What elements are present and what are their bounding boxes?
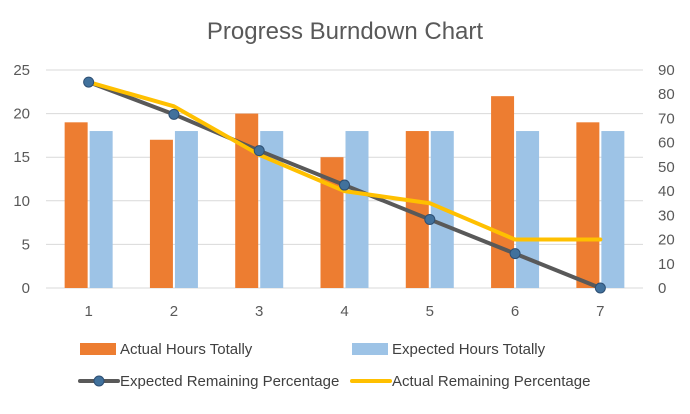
bar-actual-hours [64, 122, 88, 288]
bar-actual-hours [235, 113, 259, 288]
y-left-tick-label: 5 [22, 236, 30, 253]
legend-swatch [352, 343, 388, 355]
x-tick-label: 6 [511, 303, 519, 320]
legend-entry: Expected Remaining Percentage [78, 373, 339, 390]
bar-actual-hours [405, 131, 429, 288]
y-right-tick-label: 90 [658, 62, 675, 79]
legend-entry: Actual Hours Totally [80, 341, 253, 358]
legend-entry: Actual Remaining Percentage [350, 373, 590, 390]
y-right-tick-label: 0 [658, 280, 666, 297]
x-tick-label: 5 [426, 303, 434, 320]
y-left-tick-label: 0 [22, 280, 30, 297]
bar-expected-hours [601, 131, 625, 288]
x-tick-label: 1 [84, 303, 92, 320]
bar-expected-hours [345, 131, 369, 288]
marker-expected-remaining [253, 145, 265, 157]
y-left-tick-label: 25 [13, 62, 30, 79]
marker-expected-remaining [594, 282, 606, 294]
gridlines [46, 69, 643, 289]
x-tick-label: 3 [255, 303, 263, 320]
marker-expected-remaining [424, 213, 436, 225]
y-left-tick-label: 10 [13, 193, 30, 210]
x-tick-label: 4 [340, 303, 348, 320]
legend-label: Expected Remaining Percentage [120, 373, 339, 390]
legend-entry: Expected Hours Totally [352, 341, 546, 358]
y-right-tick-label: 20 [658, 232, 675, 249]
legend-label: Actual Hours Totally [120, 341, 253, 358]
bar-actual-hours [491, 96, 515, 288]
bar-expected-hours [516, 131, 540, 288]
x-tick-label: 2 [170, 303, 178, 320]
marker-expected-remaining [339, 179, 350, 191]
bar-expected-hours [260, 131, 284, 288]
y-left-tick-label: 15 [13, 149, 30, 166]
chart-title: Progress Burndown Chart [207, 18, 483, 45]
legend-swatch [80, 343, 116, 355]
y-right-tick-label: 10 [658, 256, 675, 273]
y-left-tick-label: 20 [13, 106, 30, 123]
axes: 0 5 10 15 20 25 0 10 20 30 40 50 60 70 80 90 1 2 3 4 5 6 7 [13, 62, 674, 320]
y-right-tick-label: 70 [658, 110, 675, 127]
line-series [83, 76, 606, 294]
y-right-tick-label: 60 [658, 135, 675, 152]
legend: Actual Hours Totally Expected Hours Total… [78, 341, 590, 390]
legend-label: Actual Remaining Percentage [392, 373, 590, 390]
bar-expected-hours [174, 131, 198, 288]
y-right-tick-label: 80 [658, 86, 675, 103]
legend-marker [93, 375, 105, 387]
bar-actual-hours [149, 139, 173, 288]
bar-expected-hours [89, 131, 113, 288]
marker-expected-remaining [83, 76, 95, 88]
marker-expected-remaining [168, 108, 180, 120]
y-right-tick-label: 30 [658, 207, 675, 224]
marker-expected-remaining [509, 248, 521, 260]
bar-actual-hours [576, 122, 600, 288]
y-right-tick-label: 40 [658, 183, 675, 200]
legend-label: Expected Hours Totally [392, 341, 546, 358]
line-actual-remaining [86, 80, 603, 242]
x-tick-label: 7 [596, 303, 604, 320]
y-right-tick-label: 50 [658, 159, 675, 176]
